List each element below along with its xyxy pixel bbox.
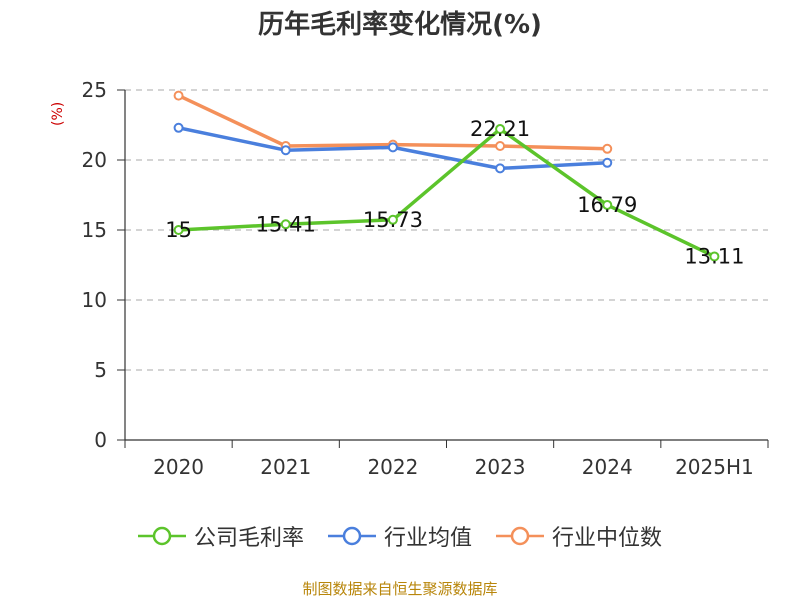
data-label-company: 16.79 xyxy=(577,193,637,217)
data-point-industry-median xyxy=(495,141,506,151)
y-tick-label: 5 xyxy=(94,358,107,382)
data-label-company: 15.73 xyxy=(363,208,423,232)
x-tick-label: 2023 xyxy=(475,455,526,479)
data-point-company xyxy=(602,199,613,210)
data-point-industry-avg xyxy=(280,145,291,156)
data-label-company: 15.41 xyxy=(256,212,316,236)
legend-label-company: 公司毛利率 xyxy=(193,526,304,551)
y-tick-label: 15 xyxy=(82,218,107,242)
x-tick-label: 2022 xyxy=(367,455,418,479)
legend: 公司毛利率 行业均值 行业中位数 xyxy=(0,520,800,552)
data-point-industry-median xyxy=(602,143,613,154)
y-tick-label: 20 xyxy=(82,148,107,172)
x-tick-label: 2021 xyxy=(260,455,311,479)
data-point-company xyxy=(387,214,398,225)
data-label-company: 15 xyxy=(165,218,192,242)
data-point-industry-median xyxy=(173,90,184,101)
legend-item-company[interactable]: 公司毛利率 xyxy=(137,520,304,552)
legend-label-industry-median: 行业中位数 xyxy=(552,526,663,551)
data-label-company: 13.11 xyxy=(684,244,744,268)
y-tick-label: 25 xyxy=(82,78,107,102)
data-point-industry-avg xyxy=(495,163,506,174)
legend-swatch-industry-avg xyxy=(327,526,376,546)
data-point-company xyxy=(173,225,184,235)
series-line-company xyxy=(178,127,716,259)
data-point-company xyxy=(280,219,291,230)
source-note: 制图数据来自恒生聚源数据库 xyxy=(302,580,498,598)
legend-item-industry-avg[interactable]: 行业均值 xyxy=(327,520,472,552)
data-point-company xyxy=(709,251,720,262)
chart-title: 历年毛利率变化情况(%) xyxy=(258,10,542,40)
data-point-industry-avg xyxy=(173,122,184,133)
data-point-company xyxy=(495,124,506,135)
data-point-industry-avg xyxy=(387,142,398,153)
x-tick-label: 2024 xyxy=(582,455,633,479)
legend-swatch-company xyxy=(137,526,186,546)
y-tick-label: 0 xyxy=(94,428,107,452)
legend-label-industry-avg: 行业均值 xyxy=(383,526,472,551)
legend-swatch-industry-median xyxy=(496,526,544,546)
data-label-company: 22.21 xyxy=(470,117,530,141)
x-tick-label: 2020 xyxy=(153,455,204,479)
legend-item-industry-median[interactable]: 行业中位数 xyxy=(496,520,662,552)
y-tick-label: 10 xyxy=(82,288,107,312)
data-point-industry-avg xyxy=(602,157,613,168)
x-tick-label: 2025H1 xyxy=(675,455,754,479)
